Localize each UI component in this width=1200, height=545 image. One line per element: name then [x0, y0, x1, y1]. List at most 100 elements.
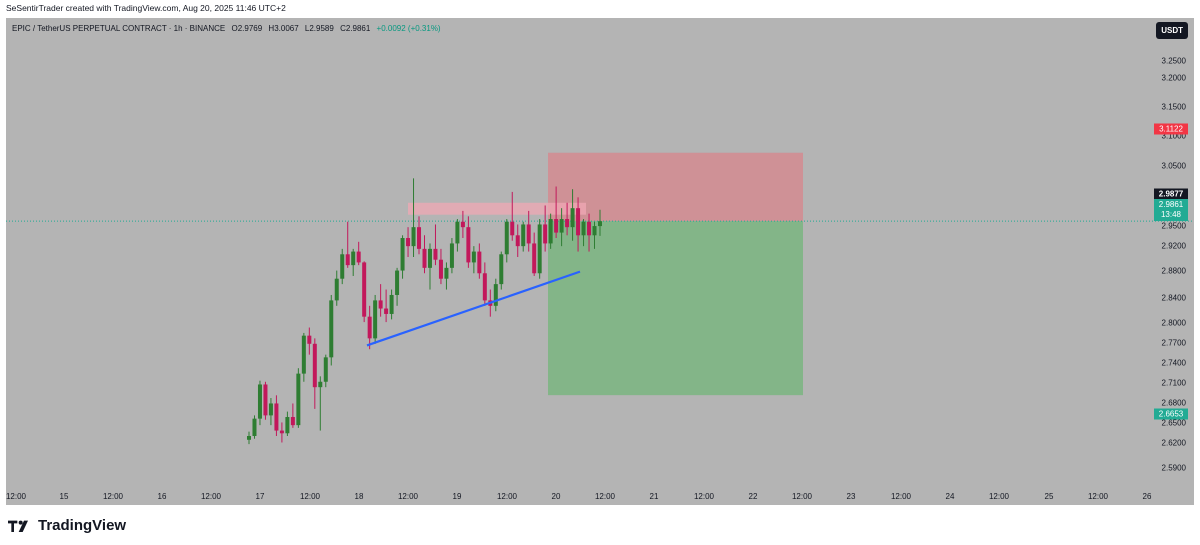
candle-body	[395, 270, 400, 295]
time-axis-label: 17	[255, 492, 265, 501]
candle-body	[384, 308, 389, 314]
candle-body	[493, 284, 498, 306]
candle-body	[378, 300, 383, 309]
price-axis-label: 2.6200	[1161, 438, 1186, 448]
bar-countdown: 13:48	[1160, 210, 1182, 219]
candle-body	[521, 224, 526, 247]
price-axis-label: 2.8000	[1161, 318, 1186, 328]
high-value: H3.0067	[268, 24, 299, 33]
author-credit: SeSentirTrader created with TradingView.…	[6, 3, 286, 13]
time-axis-label: 12:00	[791, 492, 813, 501]
price-axis-label: 3.1000	[1161, 131, 1186, 141]
candle-body	[247, 436, 251, 440]
time-axis-label: 12:00	[102, 492, 124, 501]
candle-body	[559, 219, 564, 233]
candle-body	[565, 219, 570, 228]
candle-body	[279, 430, 284, 434]
candle-body	[400, 238, 405, 271]
candle-body	[367, 316, 372, 339]
price-axis-label: 3.2000	[1161, 73, 1186, 83]
time-axis-label: 18	[354, 492, 364, 501]
candle-body	[356, 251, 361, 263]
current-price-tag: 2.9861 13:48	[1154, 199, 1188, 221]
candle-body	[548, 219, 553, 244]
time-axis-label: 12:00	[496, 492, 518, 501]
candle-body	[581, 221, 586, 236]
candle-body	[389, 294, 394, 314]
supply-zone	[408, 202, 586, 215]
time-axis-label: 19	[452, 492, 462, 501]
price-chart[interactable]	[6, 18, 1194, 505]
time-axis-label: 12:00	[299, 492, 321, 501]
time-axis-label: 12:00	[988, 492, 1010, 501]
candle-body	[301, 335, 306, 374]
candle-body	[268, 403, 273, 416]
price-axis-label: 3.1500	[1161, 102, 1186, 112]
time-axis-label: 12:00	[200, 492, 222, 501]
last-price-tag: 2.9877	[1154, 188, 1188, 200]
stop-loss-zone	[548, 152, 803, 222]
price-axis-label: 2.8400	[1161, 293, 1186, 303]
time-axis-label: 25	[1044, 492, 1054, 501]
candle-body	[444, 267, 449, 279]
candle-body	[427, 248, 432, 268]
time-axis-label: 12:00	[693, 492, 715, 501]
candle-body	[340, 254, 345, 279]
symbol-legend[interactable]: EPIC / TetherUS PERPETUAL CONTRACT · 1h …	[12, 24, 441, 33]
candle-body	[460, 221, 465, 228]
candle-body	[362, 262, 367, 317]
candle-body	[499, 254, 504, 285]
price-axis-label: 2.6800	[1161, 398, 1186, 408]
candle-body	[438, 259, 443, 279]
stop-price-tag: 3.1122	[1154, 123, 1188, 135]
candle-body	[526, 224, 531, 244]
candle-body	[334, 278, 339, 301]
candle-body	[455, 221, 460, 244]
candle-body	[417, 227, 422, 249]
price-axis-label: 2.6500	[1161, 418, 1186, 428]
time-axis-label: 12:00	[594, 492, 616, 501]
target-price-tag: 2.6653	[1154, 408, 1188, 420]
candle-body	[592, 226, 597, 236]
chart-pane[interactable]: EPIC / TetherUS PERPETUAL CONTRACT · 1h …	[6, 18, 1194, 505]
candle-body	[543, 224, 548, 244]
price-axis-label: 2.9500	[1161, 221, 1186, 231]
open-value: O2.9769	[231, 24, 263, 33]
symbol-title: EPIC / TetherUS PERPETUAL CONTRACT · 1h …	[12, 24, 226, 33]
time-axis-label: 16	[157, 492, 167, 501]
time-axis[interactable]: 12:00 15 12:00 16 12:00 17 12:00 18 12:00 19 12:00…	[6, 488, 1194, 505]
candle-body	[323, 357, 328, 382]
candle-body	[471, 251, 476, 263]
candle-body	[406, 238, 411, 247]
candle-body	[263, 384, 268, 416]
tradingview-wordmark: TradingView	[38, 517, 127, 534]
trendline	[366, 270, 581, 347]
price-axis-label: 2.7100	[1161, 378, 1186, 388]
close-value: C2.9861	[340, 24, 371, 33]
candle-body	[598, 221, 602, 227]
candle-body	[351, 251, 356, 266]
price-axis-label: 2.9200	[1161, 241, 1186, 251]
price-axis-label: 2.7700	[1161, 338, 1186, 348]
candle-body	[285, 417, 290, 434]
time-axis-label: 12:00	[890, 492, 912, 501]
candle-body	[504, 221, 509, 255]
candle-body	[433, 248, 438, 260]
currency-button[interactable]: USDT	[1156, 22, 1188, 39]
candle-body	[554, 219, 559, 233]
tradingview-logo: TradingView	[8, 517, 126, 534]
candle-body	[274, 403, 279, 431]
candle-body	[466, 227, 471, 263]
candle-body	[411, 227, 416, 247]
candle-body	[422, 248, 427, 268]
candle-body	[587, 221, 592, 236]
candle-body	[290, 417, 295, 426]
take-profit-zone	[548, 221, 803, 396]
low-value: L2.9589	[304, 24, 334, 33]
price-axis-label: 2.8800	[1161, 266, 1186, 276]
candle-body	[576, 208, 581, 236]
time-axis-label: 26	[1142, 492, 1152, 501]
candle-body	[307, 335, 312, 344]
time-axis-label: 23	[846, 492, 856, 501]
